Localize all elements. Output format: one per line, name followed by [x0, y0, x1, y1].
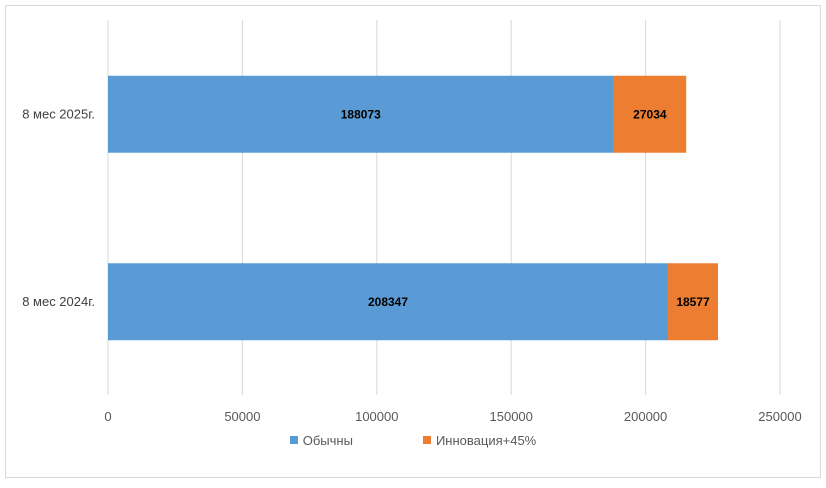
x-tick-label-5: 250000 [758, 409, 801, 424]
category-label-1: 8 мес 2024г. [22, 294, 95, 309]
bars [108, 75, 718, 341]
data-label-series-0-cat-1: 208347 [368, 295, 408, 309]
legend: Обычны Инновация+45% [0, 431, 826, 449]
data-label-series-1-cat-0: 27034 [633, 107, 667, 121]
legend-label-series-0: Обычны [302, 432, 353, 448]
category-label-0: 8 мес 2025г. [22, 106, 95, 121]
x-tick-label-2: 100000 [355, 409, 398, 424]
bar-series-0-cat-1 [108, 263, 669, 341]
x-tick-label-0: 0 [104, 409, 111, 424]
bar-series-0-cat-0 [108, 75, 614, 153]
data-label-series-1-cat-1: 18577 [676, 295, 710, 309]
legend-item-series-1: Инновация+45% [422, 432, 537, 448]
labels: 0 50000 100000 150000 200000 250000 188073 2703… [22, 106, 802, 424]
bar-series-1-cat-0 [613, 75, 687, 153]
x-tick-label-4: 200000 [624, 409, 667, 424]
legend-label-series-1: Инновация+45% [435, 432, 537, 448]
legend-swatch-series-0 [289, 436, 298, 444]
legend-swatch-series-1 [422, 436, 431, 444]
x-tick-label-3: 150000 [490, 409, 533, 424]
x-tick-label-1: 50000 [224, 409, 260, 424]
bar-series-1-cat-1 [668, 263, 718, 341]
legend-item-series-0: Обычны [289, 432, 353, 448]
data-label-series-0-cat-0: 188073 [341, 107, 381, 121]
